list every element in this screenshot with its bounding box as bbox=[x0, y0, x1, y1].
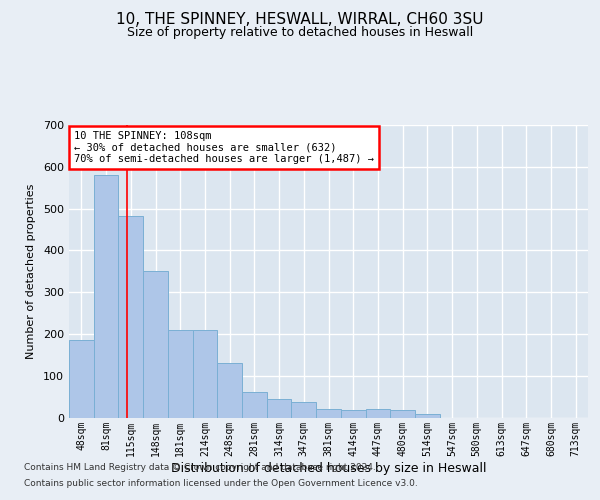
Bar bbox=[94, 175, 118, 418]
Bar bbox=[292, 402, 316, 417]
Bar bbox=[365, 409, 390, 418]
Bar bbox=[217, 363, 242, 418]
Bar bbox=[69, 340, 94, 417]
Text: Contains HM Land Registry data © Crown copyright and database right 2024.: Contains HM Land Registry data © Crown c… bbox=[24, 462, 376, 471]
Bar bbox=[193, 330, 217, 418]
Bar bbox=[390, 410, 415, 418]
Bar bbox=[267, 398, 292, 417]
Text: 10 THE SPINNEY: 108sqm
← 30% of detached houses are smaller (632)
70% of semi-de: 10 THE SPINNEY: 108sqm ← 30% of detached… bbox=[74, 131, 374, 164]
Bar bbox=[415, 414, 440, 418]
Bar bbox=[316, 409, 341, 418]
Text: 10, THE SPINNEY, HESWALL, WIRRAL, CH60 3SU: 10, THE SPINNEY, HESWALL, WIRRAL, CH60 3… bbox=[116, 12, 484, 28]
Bar bbox=[341, 410, 365, 418]
Text: Size of property relative to detached houses in Heswall: Size of property relative to detached ho… bbox=[127, 26, 473, 39]
Bar bbox=[168, 330, 193, 418]
Y-axis label: Number of detached properties: Number of detached properties bbox=[26, 184, 36, 359]
X-axis label: Distribution of detached houses by size in Heswall: Distribution of detached houses by size … bbox=[171, 462, 486, 475]
Text: Contains public sector information licensed under the Open Government Licence v3: Contains public sector information licen… bbox=[24, 479, 418, 488]
Bar bbox=[118, 216, 143, 418]
Bar bbox=[143, 271, 168, 418]
Bar bbox=[242, 392, 267, 417]
